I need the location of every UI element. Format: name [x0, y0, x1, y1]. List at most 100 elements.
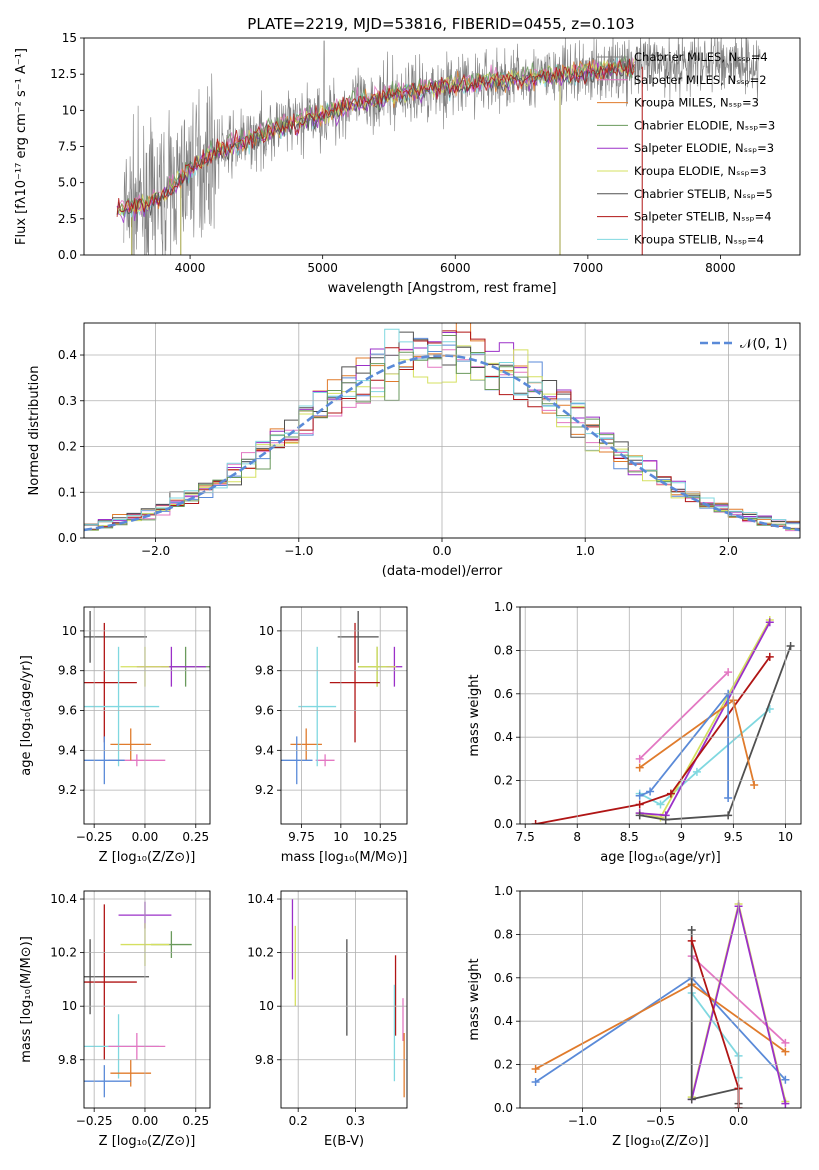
- spectrum-model-line: [116, 58, 635, 217]
- weight-point: [724, 811, 733, 820]
- tick-label-x: −0.25: [76, 1114, 113, 1128]
- figure-title: PLATE=2219, MJD=53816, FIBERID=0455, z=0…: [247, 15, 634, 33]
- plot-area-age-vs-mass: [281, 610, 403, 785]
- weight-line: [639, 691, 729, 798]
- tick-label-x: −1.0: [284, 544, 313, 558]
- tick-label-x: 0.25: [182, 830, 209, 844]
- tick-label-y: 0.4: [494, 1014, 513, 1028]
- axes-frame: [280, 606, 408, 825]
- tick-label-x: 8000: [705, 261, 736, 275]
- weight-point: [635, 811, 644, 820]
- x-axis-label: Z [log₁₀(Z/Z⊙)]: [612, 1134, 709, 1149]
- tick-label-y: 10: [62, 999, 77, 1013]
- weight-point: [687, 1095, 696, 1104]
- tick-label-x: 9: [677, 830, 685, 844]
- tick-label-y: 9.6: [255, 704, 274, 718]
- legend-residuals: 𝒩(0, 1): [700, 337, 787, 352]
- plot-area-residuals: [84, 323, 800, 533]
- panel-age-vs-Z: −0.25 0.00 0.25 9.2 9.4 9.6 9.8 10 Z [log₁₀(Z/Z⊙…: [19, 606, 211, 865]
- y-axis-label: mass weight: [467, 958, 482, 1040]
- x-axis-label: Z [log₁₀(Z/Z⊙)]: [99, 1134, 196, 1149]
- tick-label-x: 7.5: [516, 830, 535, 844]
- axes-frame: [83, 322, 801, 539]
- tick-label-y: 9.8: [58, 664, 77, 678]
- tick-label-y: 0.6: [494, 971, 513, 985]
- legend-spectrum: Chabrier MILES, Nₛₛₚ=4 Salpeter MILES, Nₛ…: [597, 50, 775, 246]
- tick-label-x: −2.0: [141, 544, 170, 558]
- weight-line: [639, 671, 729, 760]
- legend-entry: Chabrier ELODIE, Nₛₛₚ=3: [634, 118, 775, 132]
- weight-point: [687, 936, 696, 945]
- tick-label-y: 0.0: [494, 1101, 513, 1115]
- tick-label-x: 10.25: [363, 830, 397, 844]
- tick-label-y: 12.5: [50, 67, 77, 81]
- tick-label-x: 0.00: [132, 830, 159, 844]
- weight-point: [750, 780, 759, 789]
- legend-entry: Salpeter ELODIE, Nₛₛₚ=3: [634, 141, 774, 155]
- axes-frame: [83, 606, 211, 825]
- weight-point: [635, 763, 644, 772]
- tick-label-y: 9.2: [255, 783, 274, 797]
- tick-label-x: 0.3: [346, 1114, 365, 1128]
- x-axis-label: Z [log₁₀(Z/Z⊙)]: [99, 850, 196, 865]
- weight-point: [666, 789, 675, 798]
- weight-point: [781, 1075, 790, 1084]
- axes-frame: [83, 890, 211, 1109]
- tick-label-y: 9.2: [58, 783, 77, 797]
- weight-point: [656, 800, 665, 809]
- panel-weight-vs-age: 7.5 8 8.5 9 9.5 10 0.0 0.2 0.4 0.6 0.8 1.0 age [log₁…: [467, 600, 802, 865]
- weight-line: [639, 645, 792, 821]
- weight-point: [724, 793, 733, 802]
- plot-area-weight-vs-age: [531, 616, 795, 824]
- histogram-series: [84, 335, 800, 531]
- tick-label-x: 2.0: [719, 544, 738, 558]
- tick-label-x: 0.0: [729, 1114, 748, 1128]
- plot-area-age-vs-Z: [84, 610, 210, 785]
- tick-label-y: 5.0: [58, 176, 77, 190]
- axes-frame: [519, 890, 802, 1109]
- tick-label-y: 0.6: [494, 687, 513, 701]
- panel-mass-vs-ebv: 0.2 0.3 9.8 10 10.2 10.4 E(B-V): [247, 890, 408, 1149]
- y-axis-label: age [log₁₀(age/yr)]: [19, 655, 34, 776]
- tick-label-y: 9.6: [58, 704, 77, 718]
- tick-label-y: 0.2: [494, 774, 513, 788]
- weight-point: [646, 787, 655, 796]
- tick-label-x: 1.0: [576, 544, 595, 558]
- tick-label-y: 0.2: [494, 1058, 513, 1072]
- tick-label-y: 10: [62, 103, 77, 117]
- tick-label-x: 7000: [573, 261, 604, 275]
- legend-entry: Kroupa MILES, Nₛₛₚ=3: [634, 96, 759, 110]
- tick-label-x: 0.0: [432, 544, 451, 558]
- tick-label-y: 9.8: [255, 664, 274, 678]
- spectrum-model-line: [116, 61, 635, 223]
- x-axis-label: age [log₁₀(age/yr)]: [600, 850, 721, 865]
- panel-mass-vs-Z: −0.25 0.00 0.25 9.8 10 10.2 10.4 Z [log₁₀(Z/Z⊙)…: [19, 890, 211, 1149]
- tick-label-x: 8.5: [620, 830, 639, 844]
- weight-point: [781, 1047, 790, 1056]
- legend-entry: Chabrier MILES, Nₛₛₚ=4: [634, 50, 768, 64]
- y-axis-label: Normed distribution: [27, 366, 42, 496]
- axes-frame: [83, 37, 801, 256]
- tick-label-x: 6000: [440, 261, 471, 275]
- weight-point: [724, 668, 733, 677]
- y-axis-label: mass weight: [467, 674, 482, 756]
- histogram-series: [84, 323, 800, 527]
- plot-area-mass-vs-Z: [84, 901, 192, 1098]
- tick-label-x: 5000: [307, 261, 338, 275]
- tick-label-y: 9.4: [58, 743, 77, 757]
- tick-label-x: −1.0: [568, 1114, 597, 1128]
- histogram-series: [84, 328, 800, 526]
- tick-label-x: 9.75: [288, 830, 315, 844]
- legend-entry: Kroupa STELIB, Nₛₛₚ=4: [634, 232, 764, 246]
- tick-label-y: 0.3: [58, 394, 77, 408]
- y-axis-label: mass [log₁₀(M/M⊙)]: [19, 936, 34, 1063]
- tick-label-y: 0.0: [58, 531, 77, 545]
- weight-point: [531, 1077, 540, 1086]
- weight-point: [765, 618, 774, 627]
- tick-label-x: −0.25: [76, 830, 113, 844]
- tick-label-x: −0.5: [646, 1114, 675, 1128]
- weight-point: [765, 652, 774, 661]
- axes-frame: [280, 890, 408, 1109]
- plot-area-spectrum: [116, 38, 761, 255]
- legend-entry: Kroupa ELODIE, Nₛₛₚ=3: [634, 164, 767, 178]
